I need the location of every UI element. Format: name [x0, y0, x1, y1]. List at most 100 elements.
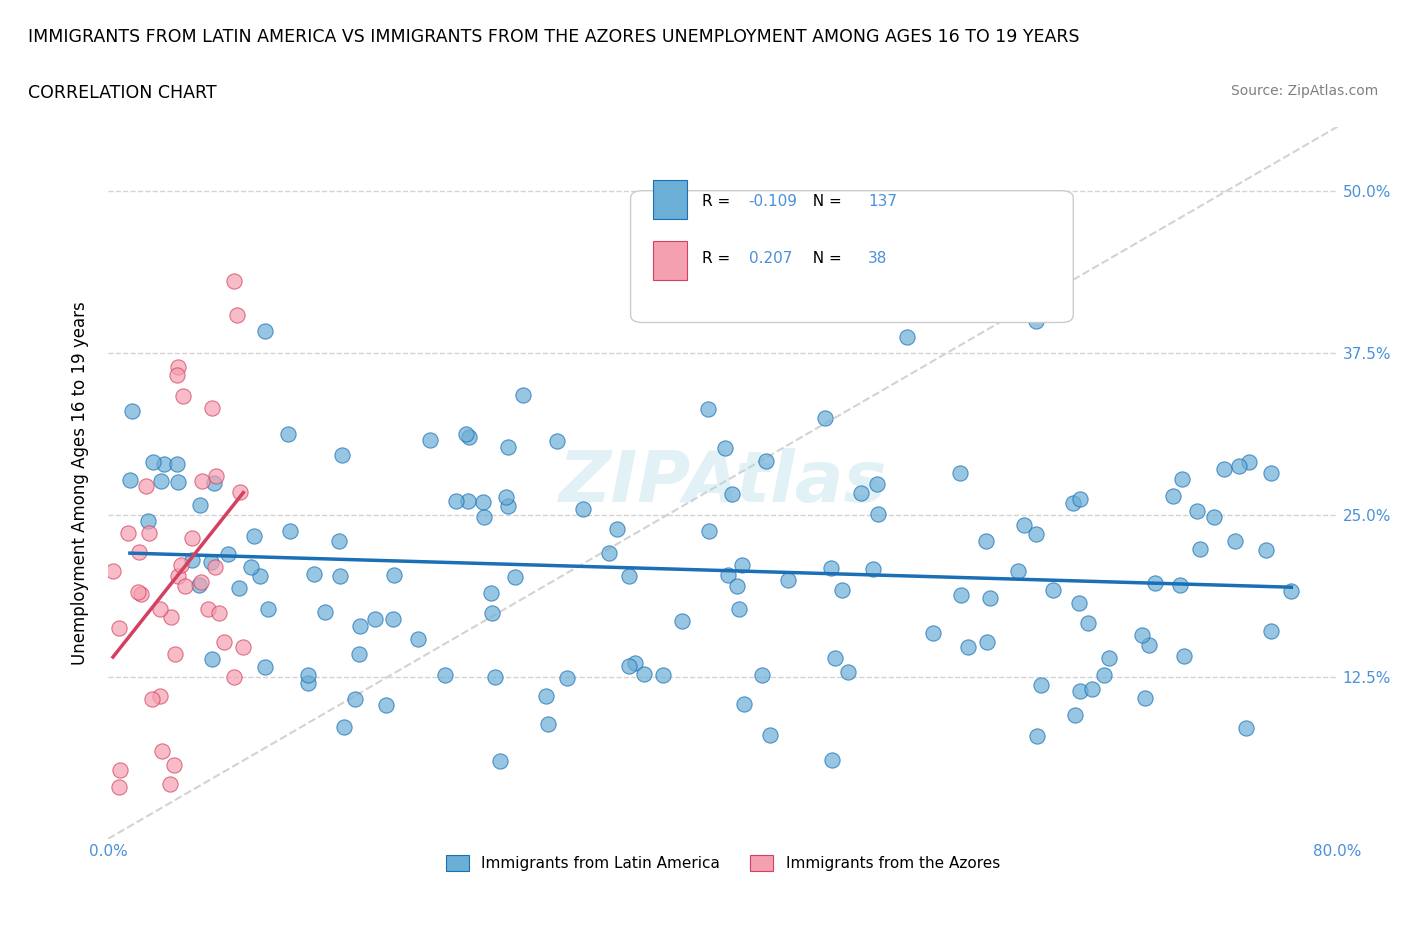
- Point: [1042, 582, 1064, 597]
- Point: [1187, 503, 1209, 518]
- Point: [699, 524, 721, 538]
- Point: [208, 605, 231, 620]
- Point: [1097, 650, 1119, 665]
- Point: [167, 474, 190, 489]
- Point: [623, 656, 645, 671]
- Point: [813, 411, 835, 426]
- Point: [160, 610, 183, 625]
- Point: [759, 727, 782, 742]
- Point: [108, 763, 131, 777]
- Point: [1188, 542, 1211, 557]
- Point: [205, 469, 228, 484]
- Point: [776, 573, 799, 588]
- Point: [862, 561, 884, 576]
- Point: [1029, 678, 1052, 693]
- Point: [865, 477, 887, 492]
- Point: [1080, 682, 1102, 697]
- Point: [349, 618, 371, 633]
- Point: [536, 717, 558, 732]
- Point: [419, 432, 441, 447]
- Point: [242, 529, 264, 544]
- Point: [382, 567, 405, 582]
- Point: [278, 524, 301, 538]
- Point: [254, 324, 277, 339]
- Text: -0.109: -0.109: [748, 193, 797, 209]
- Point: [1173, 648, 1195, 663]
- Point: [671, 613, 693, 628]
- Text: R =: R =: [702, 251, 735, 266]
- Point: [197, 602, 219, 617]
- Point: [1130, 627, 1153, 642]
- Point: [329, 568, 352, 583]
- Point: [751, 668, 773, 683]
- Point: [755, 453, 778, 468]
- Point: [232, 639, 254, 654]
- Point: [1143, 576, 1166, 591]
- Point: [201, 400, 224, 415]
- Point: [228, 581, 250, 596]
- Point: [949, 465, 972, 480]
- Point: [498, 439, 520, 454]
- Point: [135, 478, 157, 493]
- Point: [956, 640, 979, 655]
- Point: [333, 720, 356, 735]
- Point: [896, 329, 918, 344]
- Point: [181, 552, 204, 567]
- Point: [228, 485, 250, 499]
- Point: [148, 689, 170, 704]
- Point: [866, 506, 889, 521]
- Point: [187, 578, 209, 592]
- Point: [1063, 708, 1085, 723]
- Point: [347, 646, 370, 661]
- Y-axis label: Unemployment Among Ages 16 to 19 years: Unemployment Among Ages 16 to 19 years: [72, 301, 89, 665]
- Point: [249, 569, 271, 584]
- Point: [172, 389, 194, 404]
- Point: [731, 557, 754, 572]
- Point: [159, 777, 181, 791]
- Point: [200, 652, 222, 667]
- Point: [725, 578, 748, 593]
- Point: [481, 585, 503, 600]
- Point: [1260, 623, 1282, 638]
- Point: [1227, 458, 1250, 473]
- Point: [200, 554, 222, 569]
- Point: [717, 567, 740, 582]
- Point: [837, 665, 859, 680]
- Point: [121, 404, 143, 418]
- Point: [129, 586, 152, 601]
- Point: [150, 743, 173, 758]
- Text: N =: N =: [803, 193, 846, 209]
- Point: [433, 668, 456, 683]
- Point: [950, 587, 973, 602]
- Point: [496, 498, 519, 513]
- Point: [974, 534, 997, 549]
- Point: [820, 561, 842, 576]
- Point: [212, 634, 235, 649]
- Bar: [652, 241, 688, 280]
- Bar: [652, 180, 688, 219]
- Point: [1069, 491, 1091, 506]
- Point: [617, 569, 640, 584]
- Point: [1062, 496, 1084, 511]
- Point: [619, 658, 641, 673]
- Point: [128, 544, 150, 559]
- Point: [240, 560, 263, 575]
- Point: [118, 472, 141, 487]
- Point: [256, 602, 278, 617]
- Point: [1012, 518, 1035, 533]
- Point: [277, 426, 299, 441]
- Point: [1260, 466, 1282, 481]
- Point: [166, 367, 188, 382]
- Point: [1026, 728, 1049, 743]
- Point: [824, 650, 846, 665]
- Point: [166, 457, 188, 472]
- Point: [163, 647, 186, 662]
- Point: [297, 667, 319, 682]
- Point: [456, 427, 478, 442]
- Point: [162, 757, 184, 772]
- Point: [127, 585, 149, 600]
- Point: [1025, 313, 1047, 328]
- Point: [598, 546, 620, 561]
- Point: [633, 667, 655, 682]
- Point: [149, 602, 172, 617]
